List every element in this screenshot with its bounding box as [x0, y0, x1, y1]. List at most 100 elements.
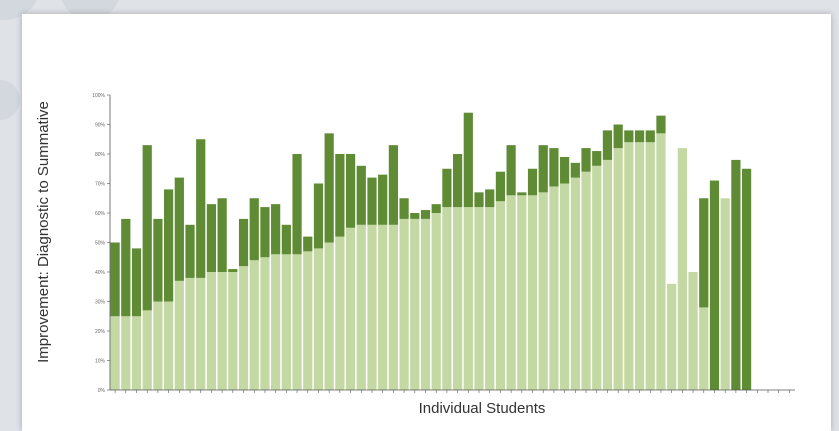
bar-diagnostic: [367, 224, 377, 390]
bar-diagnostic: [271, 254, 281, 390]
bar-improvement: [538, 145, 548, 193]
y-tick-label: 40%: [95, 270, 106, 276]
bar-improvement: [110, 242, 120, 317]
bar-improvement: [292, 154, 302, 255]
bar-diagnostic: [121, 316, 131, 390]
bar-improvement: [388, 145, 398, 225]
bar-diagnostic: [538, 192, 548, 390]
bar-improvement: [485, 189, 495, 208]
bar-improvement: [313, 183, 324, 249]
bar-diagnostic: [741, 168, 752, 390]
bar-diagnostic: [324, 242, 334, 390]
bar-improvement: [185, 224, 195, 278]
chart-panel: Improvement: Diagnostic to Summative 0% 1…: [22, 14, 831, 431]
bar-diagnostic: [335, 236, 345, 390]
bar-diagnostic: [645, 142, 655, 390]
bar-diagnostic: [570, 177, 580, 390]
y-tick-label: 50%: [95, 240, 106, 246]
bar-diagnostic: [474, 207, 484, 390]
bar-improvement: [570, 162, 580, 178]
bar-diagnostic: [699, 307, 709, 390]
bar-improvement: [121, 218, 131, 317]
bar-diagnostic: [731, 159, 741, 390]
bar-diagnostic: [677, 148, 687, 390]
bar-diagnostic: [656, 133, 666, 390]
bar-diagnostic: [602, 159, 613, 390]
bar-diagnostic: [292, 254, 302, 390]
bar-improvement: [495, 171, 506, 202]
bar-diagnostic: [249, 260, 259, 390]
bar-improvement: [474, 192, 484, 208]
bar-improvement: [281, 224, 291, 255]
bar-improvement: [613, 124, 623, 149]
x-axis-label: Individual Students: [418, 400, 546, 417]
bar-diagnostic: [260, 257, 270, 390]
bar-diagnostic: [592, 165, 602, 390]
bar-diagnostic: [196, 277, 206, 390]
bar-diagnostic: [174, 280, 184, 390]
bar-improvement: [367, 177, 377, 225]
bar-diagnostic: [613, 148, 623, 390]
bar-diagnostic: [228, 272, 238, 390]
y-tick-label: 60%: [95, 211, 106, 217]
bar-improvement: [634, 130, 645, 143]
bar-improvement: [549, 148, 559, 187]
bar-diagnostic: [517, 195, 527, 390]
y-tick-label: 80%: [95, 152, 106, 158]
bar-diagnostic: [527, 195, 538, 390]
bar-improvement: [420, 210, 431, 219]
bar-diagnostic: [688, 272, 698, 390]
bar-improvement: [560, 156, 570, 184]
bar-diagnostic: [549, 186, 559, 390]
bar-improvement: [260, 207, 270, 258]
bar-improvement: [217, 198, 227, 272]
bar-diagnostic: [345, 227, 356, 390]
bar-diagnostic: [142, 310, 152, 390]
bar-improvement: [410, 213, 420, 219]
bar-improvement: [442, 168, 452, 208]
bar-diagnostic: [431, 213, 441, 390]
y-tick-label: 90%: [95, 122, 106, 128]
bar-diagnostic: [356, 224, 366, 390]
bar-diagnostic: [709, 180, 720, 390]
bar-improvement: [142, 145, 152, 311]
bar-improvement: [399, 198, 409, 219]
bar-improvement: [699, 198, 709, 308]
bar-improvement: [131, 248, 142, 317]
bar-improvement: [645, 130, 655, 143]
bar-diagnostic: [217, 272, 227, 390]
bar-improvement: [581, 148, 591, 172]
y-tick-label: 100%: [92, 93, 105, 99]
bar-improvement: [378, 174, 388, 225]
bar-diagnostic: [313, 248, 324, 390]
bar-diagnostic: [442, 207, 452, 390]
bar-diagnostic: [667, 283, 677, 390]
bar-diagnostic: [720, 198, 730, 390]
y-tick-label: 70%: [95, 181, 106, 187]
bar-improvement: [527, 168, 538, 196]
bar-diagnostic: [410, 218, 420, 390]
bar-improvement: [345, 154, 356, 228]
bar-improvement: [206, 204, 217, 272]
bar-diagnostic: [110, 316, 120, 390]
bar-improvement: [335, 154, 345, 237]
bar-improvement: [602, 130, 613, 160]
bar-diagnostic: [495, 201, 506, 390]
bar-diagnostic: [303, 251, 313, 390]
bar-diagnostic: [399, 218, 409, 390]
bar-improvement: [656, 115, 666, 134]
bar-improvement: [303, 236, 313, 252]
bar-improvement: [624, 130, 634, 143]
bar-improvement: [324, 133, 334, 243]
bar-improvement: [249, 198, 259, 261]
bar-chart: 0% 10% 20% 30% 40% 50% 60% 70% 80% 90% 100%: [92, 93, 795, 394]
bar-improvement: [271, 204, 281, 255]
bar-diagnostic: [206, 272, 217, 390]
bar-diagnostic: [420, 218, 431, 390]
bar-diagnostic: [560, 183, 570, 390]
bar-improvement: [196, 139, 206, 278]
bar-improvement: [238, 218, 249, 267]
bar-diagnostic: [581, 171, 591, 390]
bar-diagnostic: [624, 142, 634, 390]
bar-improvement: [164, 189, 174, 302]
